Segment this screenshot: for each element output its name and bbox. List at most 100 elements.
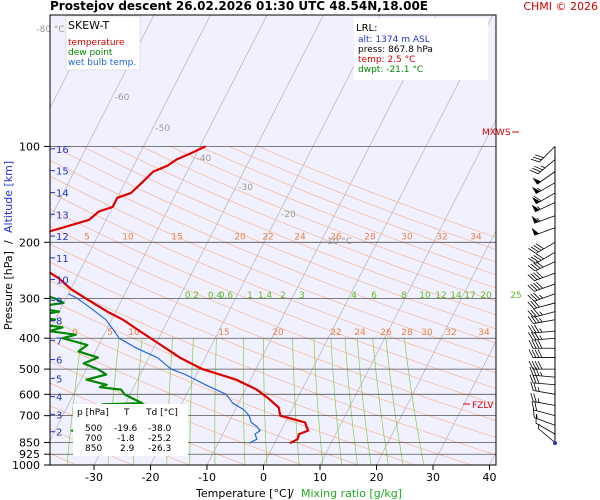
- wind-barb: [527, 300, 556, 310]
- ylabel-separator: /: [2, 240, 15, 244]
- dry-adiabat-label: 26: [380, 328, 392, 338]
- mixing-ratio-label: 10: [419, 291, 431, 301]
- wind-barb-full: [533, 282, 541, 290]
- dry-adiabat-line: [50, 339, 360, 465]
- legend-box: [65, 15, 141, 71]
- wind-barb-staff: [534, 272, 556, 282]
- legend-temperature: temperature: [68, 38, 125, 48]
- wind-barb-full: [531, 360, 537, 370]
- axes: 1002003004005006007008509251000161514131…: [12, 14, 497, 484]
- table-header-td: Td [°C]: [145, 408, 178, 418]
- pressure-tick-label: 700: [19, 410, 40, 423]
- wind-barb-staff: [536, 171, 556, 185]
- wind-barb-staff: [533, 337, 556, 341]
- y-axis-title: Pressure [hPa] / Altitude [km]: [2, 161, 15, 330]
- x-axis-title: Temperature [°C] / Mixing ratio [g/kg]: [195, 487, 402, 500]
- dry-adiabat-line: [140, 146, 496, 289]
- wind-barb: [528, 324, 556, 334]
- wind-barb-full: [528, 340, 534, 349]
- table-cell: 700: [85, 434, 102, 444]
- mixing-ratio-label: 1: [247, 291, 253, 301]
- wind-barb: [529, 366, 556, 378]
- wind-barb: [528, 340, 555, 349]
- wind-barb-full: [532, 367, 537, 376]
- wind-barb-full: [537, 340, 543, 349]
- legend-wetbulb: wet bulb temp.: [68, 58, 136, 68]
- dry-adiabat-line: [53, 146, 496, 330]
- wind-barb: [531, 227, 556, 236]
- dry-adiabat-line: [82, 146, 496, 316]
- wind-barb-staff: [533, 302, 556, 310]
- dry-adiabat-line: [50, 175, 496, 359]
- wind-barb-full: [530, 309, 537, 317]
- wind-barb-full: [530, 246, 539, 253]
- table-cell: 2.9: [120, 444, 135, 454]
- wind-barb-full: [527, 310, 535, 318]
- mixing-ratio-label: 0.6: [219, 291, 234, 301]
- wind-barb-full: [533, 300, 540, 308]
- lrl-temp: temp: 2.5 °C: [358, 55, 415, 65]
- mixing-ratio-line: [330, 338, 343, 465]
- wind-barb: [527, 261, 556, 272]
- isotherm-line: [50, 15, 268, 442]
- wind-barb-full: [535, 154, 544, 159]
- wind-barb-half: [540, 165, 546, 169]
- mixing-ratio-line: [404, 338, 425, 465]
- mixing-ratio-line: [242, 338, 246, 465]
- mixing-ratio-line: [372, 338, 389, 465]
- dry-adiabat-label: 34: [470, 232, 482, 242]
- wind-barb-full: [527, 301, 535, 309]
- wind-barb-full: [528, 360, 534, 370]
- wind-barb-full: [530, 300, 537, 309]
- mixing-ratio-label: 2: [280, 291, 286, 301]
- isotherm-line: [263, 15, 494, 465]
- pressure-tick-label: 100: [19, 140, 40, 153]
- credit-label: CHMI © 2026: [523, 0, 598, 13]
- x-tick-label: 0: [260, 471, 267, 484]
- wind-barb-full: [531, 340, 537, 349]
- wind-barb: [531, 401, 556, 417]
- xlabel-temperature: Temperature [°C]: [195, 487, 291, 500]
- isotherm-line: [206, 15, 437, 465]
- xlabel-separator: /: [290, 487, 294, 500]
- pressure-tick-label: 500: [19, 363, 40, 376]
- series-temperature-line: [50, 145, 310, 445]
- isotherm-label: -50: [155, 124, 170, 134]
- wind-barb-full: [530, 256, 539, 263]
- dry-adiabat-label: 30: [421, 328, 433, 338]
- wind-barb-full: [534, 349, 540, 358]
- table-header-p: p [hPa]: [77, 408, 109, 418]
- wind-barb-full: [530, 158, 540, 163]
- mxws-label: MXWS: [482, 128, 511, 138]
- wind-barb-half: [539, 294, 544, 299]
- altitude-tick-label: 5: [56, 374, 62, 385]
- altitude-tick-label: 6: [56, 356, 62, 367]
- wind-barb-staff: [535, 182, 556, 195]
- grid-labels: -80 °C-70-60-50-40-30-20-10 °C5101520222…: [36, 25, 521, 338]
- wind-barb-staff: [534, 261, 556, 272]
- wind-barb-pennant: [531, 204, 540, 212]
- isotherm-line: [50, 15, 211, 331]
- table-cell: -38.0: [148, 424, 172, 434]
- dry-adiabat-label: 34: [478, 328, 490, 338]
- wind-barb-full: [527, 265, 536, 272]
- wind-barb-full: [530, 381, 534, 391]
- lrl-background: [354, 18, 488, 80]
- fzlv-label: FZLV: [472, 401, 494, 411]
- pressure-tick-label: 1000: [12, 459, 40, 472]
- plot-frame: [49, 14, 497, 466]
- dry-adiabat-line: [50, 225, 496, 405]
- x-tick-label: -30: [85, 471, 103, 484]
- mixing-ratio-line: [356, 338, 372, 465]
- dry-adiabat-label: 5: [107, 328, 113, 338]
- dry-adiabat-label: 28: [364, 232, 376, 242]
- altitude-tick-label: 4: [56, 393, 62, 404]
- dry-adiabat-label: 22: [262, 232, 273, 242]
- wind-barb-full: [528, 332, 534, 341]
- dry-adiabat-label: 10: [128, 328, 140, 338]
- wind-barb: [528, 241, 556, 254]
- pressure-tick-label: 925: [19, 448, 40, 461]
- lrl-press: press: 867.8 hPa: [358, 45, 433, 55]
- wind-barb-full: [536, 243, 544, 250]
- wind-barb-full: [530, 263, 539, 270]
